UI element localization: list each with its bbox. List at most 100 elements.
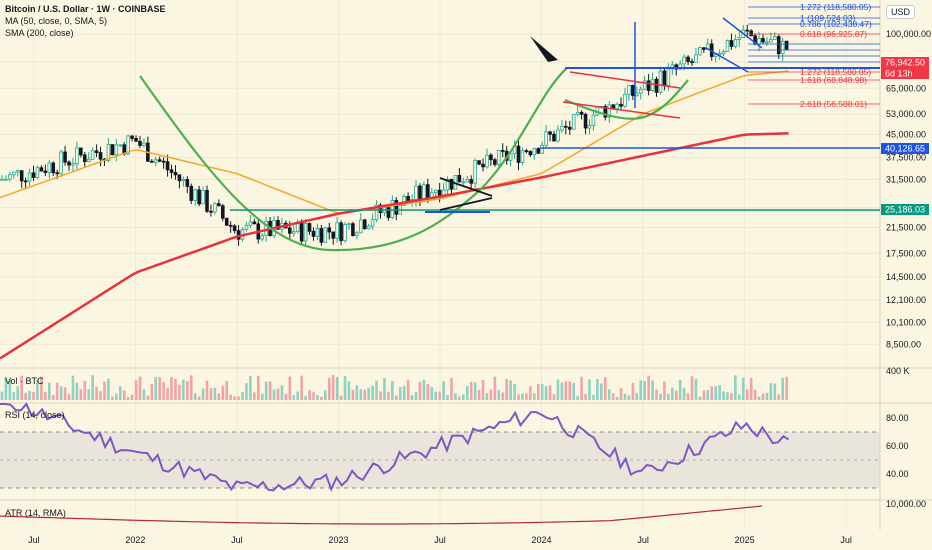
volume-bar bbox=[698, 396, 702, 400]
candle-body bbox=[662, 70, 667, 86]
volume-bar bbox=[20, 375, 23, 400]
volume-bar bbox=[753, 389, 757, 400]
candle-body bbox=[713, 54, 718, 57]
volume-bar bbox=[375, 380, 378, 400]
candle-body bbox=[315, 228, 320, 237]
volume-bar bbox=[434, 391, 438, 400]
cup-curve-drawing bbox=[139, 67, 568, 252]
candle-body bbox=[378, 204, 383, 214]
volume-bar bbox=[667, 394, 670, 400]
volume-bar bbox=[525, 393, 528, 400]
volume-bar bbox=[8, 379, 12, 400]
candle-body bbox=[390, 200, 395, 219]
candle-body bbox=[291, 231, 296, 234]
volume-bar bbox=[513, 383, 516, 400]
volume-bar bbox=[627, 395, 631, 400]
candle-body bbox=[418, 185, 422, 200]
price-tick-label: 31,500.00 bbox=[886, 174, 926, 184]
candle-body bbox=[489, 154, 493, 161]
volume-bar bbox=[178, 384, 181, 400]
price-tick-label: 65,000.00 bbox=[886, 83, 926, 93]
volume-bar bbox=[694, 378, 698, 400]
candle-body bbox=[110, 144, 115, 156]
candle-body bbox=[635, 92, 639, 96]
candle-body bbox=[169, 169, 174, 173]
candle-body bbox=[331, 231, 335, 239]
volume-bar bbox=[682, 387, 686, 400]
candle-body bbox=[386, 207, 391, 219]
candle-body bbox=[698, 47, 702, 56]
volume-bar bbox=[51, 395, 55, 400]
volume-bar bbox=[749, 377, 753, 400]
volume-bar bbox=[611, 393, 615, 400]
volume-bar bbox=[32, 391, 35, 400]
candle-body bbox=[591, 114, 596, 126]
volume-bar bbox=[185, 381, 189, 400]
rsi-tick-label: 80.00 bbox=[886, 413, 909, 423]
candle-body bbox=[394, 200, 399, 215]
volume-bar bbox=[158, 377, 161, 400]
volume-bar bbox=[414, 391, 418, 400]
x-tick-label: 2025 bbox=[735, 535, 755, 545]
candle-body bbox=[307, 223, 312, 232]
volume-bar bbox=[16, 386, 20, 400]
candle-body bbox=[362, 219, 367, 230]
candle-body bbox=[351, 223, 355, 236]
volume-bar bbox=[446, 394, 449, 400]
candle-body bbox=[567, 126, 572, 130]
candle-body bbox=[765, 41, 769, 44]
candle-body bbox=[327, 227, 332, 233]
candle-body bbox=[79, 147, 83, 156]
volume-bar bbox=[394, 395, 398, 400]
candle-body bbox=[173, 172, 178, 176]
currency-button[interactable]: USD bbox=[886, 5, 916, 19]
volume-bar bbox=[489, 389, 493, 400]
x-tick-label: Jul bbox=[637, 535, 649, 545]
volume-bar bbox=[75, 382, 79, 400]
candle-body bbox=[0, 178, 4, 181]
volume-bar bbox=[596, 379, 599, 400]
candle-body bbox=[355, 232, 359, 236]
volume-series bbox=[0, 375, 788, 400]
volume-bar bbox=[568, 381, 572, 400]
candle-body bbox=[165, 161, 170, 171]
volume-bar bbox=[588, 379, 591, 400]
volume-bar bbox=[91, 375, 94, 400]
volume-bar bbox=[572, 382, 576, 400]
sma-legend[interactable]: SMA (200, close) bbox=[5, 28, 74, 38]
price-tick-label: 53,000.00 bbox=[886, 109, 926, 119]
volume-bar bbox=[635, 392, 639, 400]
atr-line bbox=[0, 505, 763, 525]
candle-body bbox=[615, 103, 619, 110]
candle-body bbox=[773, 36, 777, 40]
candle-body bbox=[201, 189, 205, 205]
level-low-tag bbox=[881, 204, 929, 215]
volume-bar bbox=[670, 387, 674, 400]
candle-body bbox=[4, 178, 8, 181]
volume-bar bbox=[170, 376, 173, 400]
volume-bar bbox=[103, 381, 106, 400]
candle-body bbox=[35, 167, 40, 179]
candle-body bbox=[528, 151, 533, 156]
candle-body bbox=[654, 78, 659, 93]
candle-body bbox=[579, 111, 584, 115]
candle-body bbox=[666, 68, 671, 86]
ma-legend[interactable]: MA (50, close, 0, SMA, 5) bbox=[5, 16, 108, 26]
volume-bar bbox=[623, 393, 627, 400]
volume-bar bbox=[773, 383, 777, 400]
candle-body bbox=[220, 205, 225, 219]
volume-bar bbox=[477, 389, 481, 400]
volume-bar bbox=[213, 387, 217, 400]
volume-bar bbox=[83, 380, 87, 400]
volume-bar bbox=[276, 388, 280, 400]
candle-body bbox=[564, 125, 568, 128]
volume-bar bbox=[256, 375, 260, 400]
volume-bar bbox=[430, 387, 434, 400]
candle-body bbox=[153, 159, 158, 163]
volume-bar bbox=[556, 379, 560, 400]
volume-bar bbox=[745, 389, 749, 400]
candle-body bbox=[63, 151, 67, 163]
level-high-text: 40,126.65 bbox=[885, 144, 925, 154]
chart-title: Bitcoin / U.S. Dollar · 1W · COINBASE bbox=[5, 4, 166, 14]
